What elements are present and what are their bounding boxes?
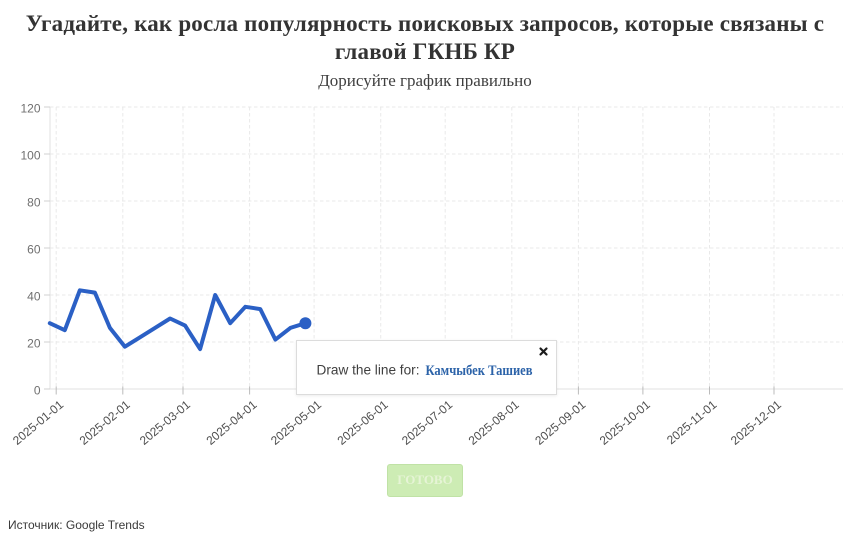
svg-text:2025-04-01: 2025-04-01	[204, 397, 260, 447]
svg-text:2025-12-01: 2025-12-01	[728, 397, 784, 447]
svg-text:40: 40	[27, 289, 41, 303]
svg-text:2025-06-01: 2025-06-01	[335, 397, 391, 447]
svg-text:0: 0	[34, 383, 41, 397]
svg-text:80: 80	[27, 195, 41, 209]
svg-text:Draw the line for:: Draw the line for:	[317, 362, 420, 378]
svg-text:2025-07-01: 2025-07-01	[399, 397, 455, 447]
svg-text:100: 100	[20, 148, 40, 162]
svg-text:2025-09-01: 2025-09-01	[532, 397, 588, 447]
svg-text:2025-02-01: 2025-02-01	[77, 397, 133, 447]
svg-text:2025-05-01: 2025-05-01	[268, 397, 324, 447]
svg-text:2025-10-01: 2025-10-01	[597, 397, 653, 447]
svg-text:120: 120	[20, 101, 40, 115]
svg-text:2025-01-01: 2025-01-01	[10, 397, 66, 447]
svg-text:2025-11-01: 2025-11-01	[664, 397, 720, 447]
svg-text:20: 20	[27, 336, 41, 350]
svg-text:2025-03-01: 2025-03-01	[137, 397, 193, 447]
svg-text:Камчыбек Ташиев: Камчыбек Ташиев	[426, 363, 533, 379]
svg-text:2025-08-01: 2025-08-01	[466, 397, 522, 447]
svg-text:60: 60	[27, 242, 41, 256]
